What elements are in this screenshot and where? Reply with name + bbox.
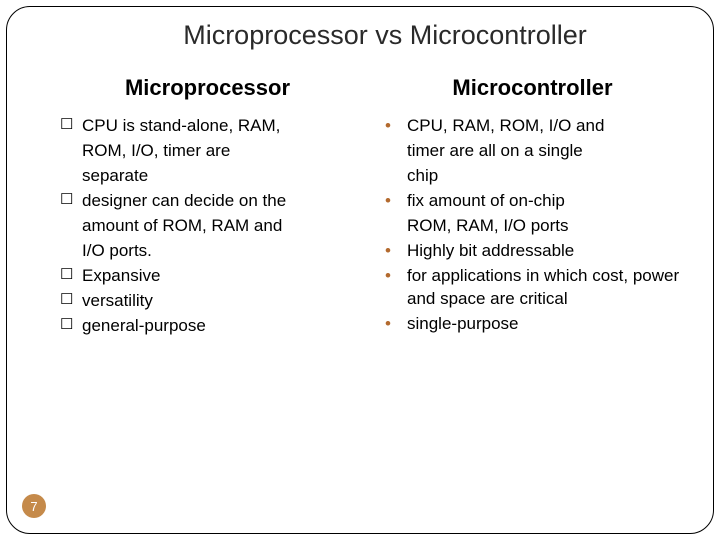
checkbox-icon: ☐	[60, 290, 82, 313]
item-text: Expansive	[82, 265, 355, 288]
slide-content: Microprocessor vs Microcontroller Microp…	[0, 0, 720, 540]
item-subline: timer are all on a single	[385, 140, 680, 163]
left-column: Microprocessor ☐ CPU is stand-alone, RAM…	[60, 75, 355, 339]
item-text: general-purpose	[82, 315, 355, 338]
bullet-icon: •	[385, 313, 407, 336]
item-text: CPU is stand-alone, RAM,	[82, 115, 355, 138]
item-subline: separate	[60, 165, 355, 188]
item-text: single-purpose	[407, 313, 680, 336]
item-text: versatility	[82, 290, 355, 313]
item-text: Highly bit addressable	[407, 240, 680, 263]
list-item: ☐ CPU is stand-alone, RAM,	[60, 115, 355, 138]
slide-title: Microprocessor vs Microcontroller	[60, 20, 680, 51]
item-text: CPU, RAM, ROM, I/O and	[407, 115, 680, 138]
list-item: • fix amount of on-chip	[385, 190, 680, 213]
item-text: designer can decide on the	[82, 190, 355, 213]
item-subline: I/O ports.	[60, 240, 355, 263]
bullet-icon: •	[385, 190, 407, 213]
item-text: fix amount of on-chip	[407, 190, 680, 213]
list-item: • for applications in which cost, power …	[385, 265, 680, 311]
list-item: • CPU, RAM, ROM, I/O and	[385, 115, 680, 138]
bullet-icon: •	[385, 240, 407, 263]
item-subline: ROM, RAM, I/O ports	[385, 215, 680, 238]
bullet-icon: •	[385, 265, 407, 311]
list-item: ☐ versatility	[60, 290, 355, 313]
left-heading: Microprocessor	[60, 75, 355, 101]
columns: Microprocessor ☐ CPU is stand-alone, RAM…	[60, 75, 680, 339]
list-item: ☐ designer can decide on the	[60, 190, 355, 213]
right-heading: Microcontroller	[385, 75, 680, 101]
right-column: Microcontroller • CPU, RAM, ROM, I/O and…	[385, 75, 680, 339]
list-item: • Highly bit addressable	[385, 240, 680, 263]
list-item: ☐ general-purpose	[60, 315, 355, 338]
checkbox-icon: ☐	[60, 315, 82, 338]
item-subline: chip	[385, 165, 680, 188]
checkbox-icon: ☐	[60, 190, 82, 213]
list-item: ☐ Expansive	[60, 265, 355, 288]
item-subline: ROM, I/O, timer are	[60, 140, 355, 163]
item-subline: amount of ROM, RAM and	[60, 215, 355, 238]
checkbox-icon: ☐	[60, 115, 82, 138]
list-item: • single-purpose	[385, 313, 680, 336]
page-number-badge: 7	[22, 494, 46, 518]
bullet-icon: •	[385, 115, 407, 138]
item-text: for applications in which cost, power an…	[407, 265, 680, 311]
checkbox-icon: ☐	[60, 265, 82, 288]
